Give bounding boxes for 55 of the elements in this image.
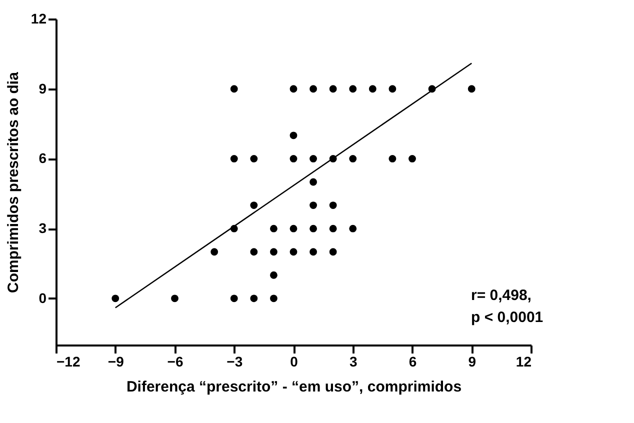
point bbox=[349, 224, 357, 232]
x-tick-label: −6 bbox=[167, 354, 184, 370]
point bbox=[290, 85, 298, 93]
point bbox=[270, 271, 278, 279]
point bbox=[290, 155, 298, 162]
point bbox=[310, 178, 317, 186]
x-tick-label: 3 bbox=[349, 354, 358, 370]
y-tick-label: 0 bbox=[38, 290, 47, 306]
annotation: r= 0,498, bbox=[471, 287, 532, 304]
point bbox=[250, 155, 258, 162]
point bbox=[250, 248, 258, 256]
point bbox=[329, 202, 337, 209]
point bbox=[468, 85, 476, 93]
x-tick-label: 0 bbox=[290, 354, 298, 370]
x-axis-title: Diferença “prescrito” - “em uso”, comprimidos bbox=[126, 378, 462, 396]
x-tick-label: −3 bbox=[226, 354, 243, 370]
point bbox=[290, 132, 298, 140]
x-tick-label: 9 bbox=[468, 354, 476, 370]
point bbox=[388, 155, 396, 162]
point bbox=[250, 202, 258, 209]
x-tick-label: 12 bbox=[516, 354, 532, 370]
point bbox=[388, 85, 396, 93]
x-tick-label: −12 bbox=[56, 354, 80, 370]
point bbox=[270, 248, 278, 256]
point bbox=[310, 248, 317, 256]
point bbox=[270, 294, 278, 302]
point bbox=[310, 202, 317, 209]
point bbox=[290, 248, 298, 256]
point bbox=[230, 155, 238, 162]
point bbox=[250, 294, 258, 302]
point bbox=[329, 224, 337, 232]
y-tick-label: 3 bbox=[38, 220, 47, 236]
point bbox=[310, 85, 317, 93]
point bbox=[349, 155, 357, 162]
point bbox=[310, 224, 317, 232]
point bbox=[368, 85, 376, 93]
point bbox=[112, 294, 120, 302]
point bbox=[408, 155, 416, 162]
point bbox=[310, 155, 317, 162]
point bbox=[230, 294, 238, 302]
point bbox=[171, 294, 178, 302]
point bbox=[329, 248, 337, 256]
x-tick-label: −9 bbox=[108, 354, 124, 370]
x-tick-label: 6 bbox=[408, 354, 417, 370]
point bbox=[349, 85, 357, 93]
annotation: p < 0,0001 bbox=[471, 309, 544, 326]
y-tick-label: 12 bbox=[30, 10, 47, 26]
point bbox=[210, 248, 218, 256]
point bbox=[270, 224, 278, 232]
y-tick-label: 6 bbox=[38, 150, 47, 166]
point bbox=[230, 85, 238, 93]
y-axis-title: Comprimidos prescritos ao dia bbox=[4, 71, 22, 293]
y-tick-label: 9 bbox=[38, 80, 47, 96]
point bbox=[329, 85, 337, 93]
point bbox=[290, 224, 298, 232]
